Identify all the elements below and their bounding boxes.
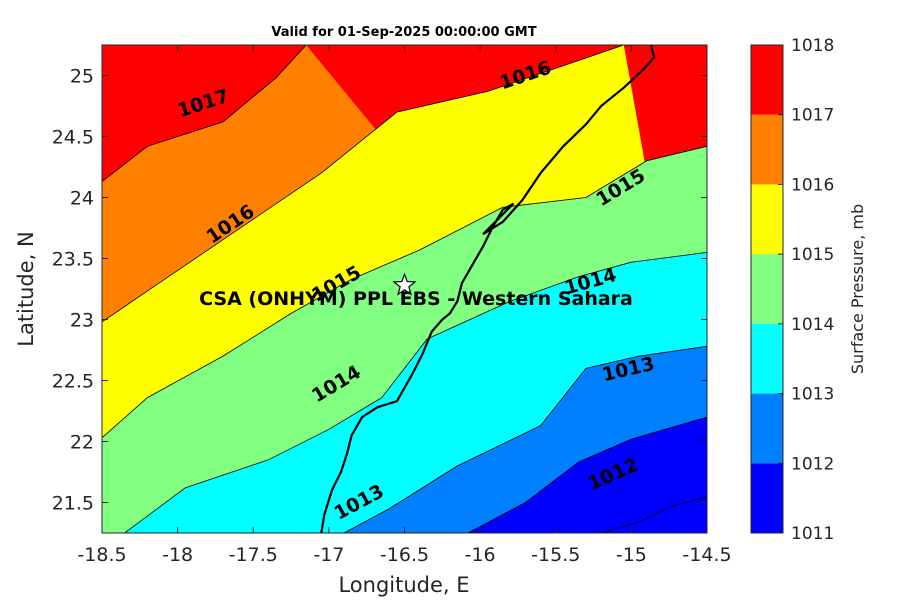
- x-tick-label: -15: [616, 544, 647, 566]
- band-1011: [468, 417, 707, 533]
- colorbar-segment: [751, 184, 783, 255]
- x-tick-label: -17.5: [229, 544, 278, 566]
- x-tick-label: -17: [313, 544, 344, 566]
- colorbar-tick-label: 1013: [791, 385, 834, 405]
- colorbar-segment: [751, 463, 783, 533]
- colorbar-tick-label: 1018: [791, 36, 834, 56]
- x-tick-label: -15.5: [531, 544, 580, 566]
- y-tick-label: 21.5: [52, 493, 94, 515]
- contour-line-1016: [102, 45, 624, 323]
- x-tick-label: -14.5: [682, 544, 731, 566]
- x-tick-label: -18: [162, 544, 193, 566]
- x-axis-label: Longitude, E: [338, 573, 469, 597]
- y-tick-label: 25: [70, 66, 94, 88]
- colorbar-tick-label: 1012: [791, 454, 834, 474]
- coastline: [320, 45, 656, 533]
- y-tick-label: 23: [70, 310, 94, 332]
- y-tick-label: 23.5: [52, 249, 94, 271]
- colorbar-tick-label: 1015: [791, 245, 834, 265]
- y-tick-label: 22: [70, 432, 94, 454]
- colorbar-frame: [750, 44, 784, 534]
- y-axis-ticks: 21.5 22 22.5 23 23.5 24 24.5 25: [52, 66, 707, 515]
- colorbar-tick-label: 1014: [791, 315, 834, 335]
- contour-line-1017: [102, 45, 307, 182]
- site-star: [392, 272, 417, 296]
- y-tick-label: 24: [70, 188, 94, 210]
- x-tick-label: -16: [465, 544, 496, 566]
- colorbar-segment: [751, 45, 783, 115]
- y-tick-label: 22.5: [52, 371, 94, 393]
- colorbar-label: Surface Pressure, mb: [848, 204, 867, 374]
- contour-lines: [102, 45, 707, 533]
- colorbar-segment: [751, 254, 783, 324]
- x-tick-label: -18.5: [77, 544, 126, 566]
- colorbar-segment: [751, 323, 783, 394]
- x-tick-label: -16.5: [380, 544, 429, 566]
- colorbar-segment: [751, 114, 783, 185]
- x-axis-ticks: -18.5 -18 -17.5 -17 -16.5 -16 -15.5 -15 -14.5: [77, 45, 732, 566]
- contour-line-1015: [102, 145, 707, 439]
- colorbar-segment: [751, 393, 783, 464]
- colorbar: 1011 1012 1013 1014 1015 1016 1017 1018: [750, 36, 834, 544]
- y-axis-label: Latitude, N: [14, 231, 38, 347]
- contour-line-1013: [343, 345, 707, 533]
- colorbar-tick-label: 1011: [791, 524, 834, 544]
- contour-line-1014: [124, 252, 707, 533]
- contour-line-1012: [600, 496, 707, 533]
- chart-title: Valid for 01-Sep-2025 00:00:00 GMT: [271, 25, 536, 40]
- site-label: CSA (ONHYM) PPL EBS - Western Sahara: [199, 288, 633, 310]
- contour-line-1012: [467, 416, 707, 533]
- colorbar-tick-label: 1016: [791, 175, 834, 195]
- colorbar-tick-label: 1017: [791, 106, 834, 126]
- y-tick-label: 24.5: [52, 127, 94, 149]
- site-marker: [392, 272, 417, 296]
